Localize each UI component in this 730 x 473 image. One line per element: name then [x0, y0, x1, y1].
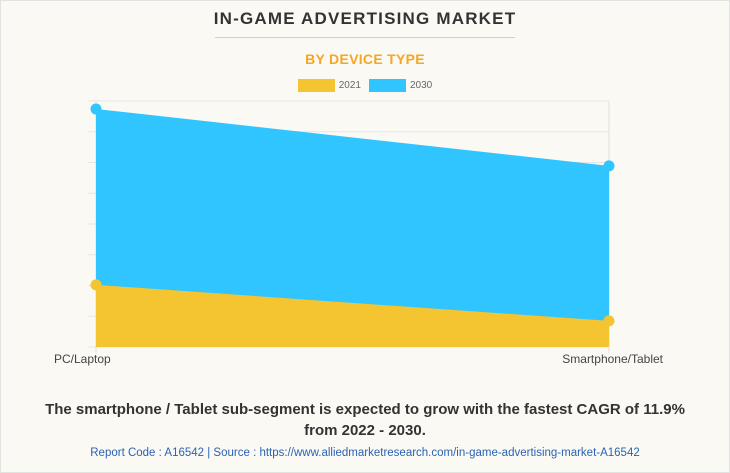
insight-line-1: The smartphone / Tablet sub-segment is e…: [45, 401, 685, 418]
series-areas: [96, 108, 609, 348]
data-point-2030-1: [603, 160, 615, 172]
series-points: [90, 103, 615, 327]
x-axis-labels: PC/Laptop Smartphone/Tablet: [54, 352, 664, 366]
area-series-2030: [96, 108, 609, 348]
insight-line-2: from 2022 - 2030.: [304, 422, 426, 439]
insight-text: The smartphone / Tablet sub-segment is e…: [0, 399, 730, 441]
area-series-2021: [96, 284, 609, 347]
legend-label-2030: 2030: [410, 80, 433, 91]
data-point-2021-1: [603, 315, 615, 327]
data-point-2021-0: [90, 279, 102, 291]
legend-label-2021: 2021: [338, 80, 361, 91]
title-divider: [215, 37, 515, 38]
data-point-2030-0: [90, 103, 102, 115]
legend-item-2021[interactable]: 2021: [297, 79, 361, 92]
chart-title: IN-GAME ADVERTISING MARKET: [213, 9, 517, 28]
x-tick-label: PC/Laptop: [54, 352, 111, 366]
legend: 2021 2030: [0, 79, 730, 92]
legend-item-2030[interactable]: 2030: [369, 79, 432, 92]
chart-subtitle: BY DEVICE TYPE: [305, 51, 425, 67]
source-citation[interactable]: Report Code : A16542 | Source : https://…: [90, 447, 640, 459]
legend-swatch-2021: [297, 79, 335, 92]
legend-swatch-2030: [369, 79, 406, 92]
x-tick-label: Smartphone/Tablet: [562, 352, 663, 366]
